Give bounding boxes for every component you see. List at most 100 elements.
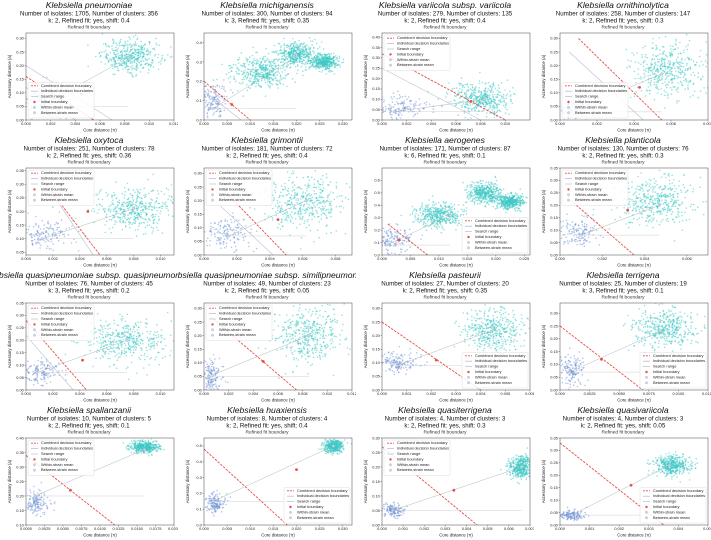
- data-point: [206, 115, 209, 117]
- data-point: [232, 234, 235, 236]
- data-point: [310, 59, 313, 62]
- data-point: [175, 223, 177, 225]
- data-point: [251, 61, 253, 64]
- data-point: [132, 56, 135, 58]
- data-point: [320, 202, 322, 204]
- data-point: [308, 67, 310, 70]
- data-point: [235, 229, 237, 232]
- legend-label: Between-strain mean: [41, 110, 78, 115]
- data-point: [134, 191, 136, 194]
- data-point: [130, 213, 133, 216]
- data-point: [281, 225, 284, 227]
- data-point: [171, 202, 174, 205]
- data-point: [671, 79, 673, 82]
- data-point: [210, 228, 212, 230]
- data-point: [205, 240, 208, 242]
- data-point: [406, 105, 409, 108]
- data-point: [284, 55, 286, 58]
- data-point: [394, 103, 396, 106]
- data-point: [297, 197, 299, 200]
- data-point: [300, 42, 303, 45]
- search-range-line: [228, 200, 307, 237]
- data-point: [138, 45, 140, 47]
- y-tick-label: 0.0: [196, 117, 202, 122]
- data-point: [210, 234, 213, 236]
- data-point: [289, 52, 291, 54]
- data-point: [315, 193, 317, 195]
- data-point: [223, 86, 225, 88]
- data-point: [488, 96, 490, 98]
- data-point: [385, 108, 387, 110]
- data-point: [139, 204, 141, 206]
- legend-swatch: [567, 100, 570, 104]
- data-point: [646, 63, 648, 66]
- data-point: [332, 57, 335, 59]
- data-point: [42, 232, 44, 235]
- data-point: [242, 81, 244, 84]
- data-point: [99, 204, 102, 206]
- data-point: [271, 67, 274, 69]
- data-point: [305, 48, 307, 50]
- data-point: [677, 47, 679, 49]
- data-point: [660, 93, 663, 96]
- data-point: [135, 66, 138, 69]
- data-point: [642, 65, 645, 68]
- data-point: [272, 50, 275, 53]
- y-tick-label: 0.35: [372, 45, 380, 50]
- data-point: [114, 73, 116, 76]
- data-point: [168, 195, 171, 197]
- data-point: [284, 186, 286, 188]
- data-point: [147, 53, 149, 56]
- data-point: [286, 220, 288, 222]
- data-point: [216, 98, 219, 100]
- data-point: [264, 60, 267, 62]
- y-axis-label: Accessory distance (a): [7, 189, 12, 233]
- data-point: [129, 54, 132, 57]
- data-point: [339, 211, 342, 213]
- data-point: [110, 204, 112, 206]
- data-point: [383, 99, 385, 101]
- data-point: [329, 71, 331, 73]
- data-point: [320, 213, 323, 216]
- data-point: [261, 57, 264, 59]
- data-point: [260, 66, 263, 68]
- data-point: [150, 201, 152, 204]
- data-point: [148, 224, 151, 226]
- data-point: [478, 89, 480, 92]
- data-point: [319, 53, 321, 55]
- data-point: [190, 122, 192, 124]
- data-point: [393, 96, 395, 98]
- data-point: [677, 82, 680, 84]
- data-point: [398, 94, 401, 96]
- data-point: [405, 240, 408, 243]
- data-point: [144, 208, 147, 210]
- data-point: [416, 112, 419, 115]
- data-point: [289, 46, 291, 48]
- data-point: [681, 59, 683, 61]
- data-point: [461, 89, 463, 91]
- data-point: [210, 91, 212, 93]
- data-point: [684, 88, 686, 90]
- data-point: [216, 108, 219, 111]
- data-point: [145, 232, 147, 235]
- data-point: [409, 107, 412, 109]
- data-point: [98, 208, 100, 211]
- data-point: [647, 81, 650, 84]
- data-point: [252, 68, 254, 70]
- data-point: [118, 54, 120, 57]
- data-point: [244, 66, 247, 69]
- data-point: [131, 74, 133, 76]
- legend-swatch: [33, 111, 36, 115]
- chart-panel: Klebsiella grimontii Number of isolates: …: [178, 135, 356, 270]
- data-point: [100, 188, 102, 191]
- data-point: [132, 189, 135, 191]
- data-point: [153, 205, 155, 207]
- x-ticks: 0.000 0.002 0.004 0.006 0.008 0.010: [377, 120, 511, 126]
- data-point: [644, 45, 646, 47]
- data-point: [496, 111, 498, 114]
- data-point: [306, 189, 308, 192]
- data-point: [292, 181, 294, 183]
- data-point: [44, 241, 47, 243]
- data-point: [219, 115, 221, 118]
- data-point: [112, 73, 115, 75]
